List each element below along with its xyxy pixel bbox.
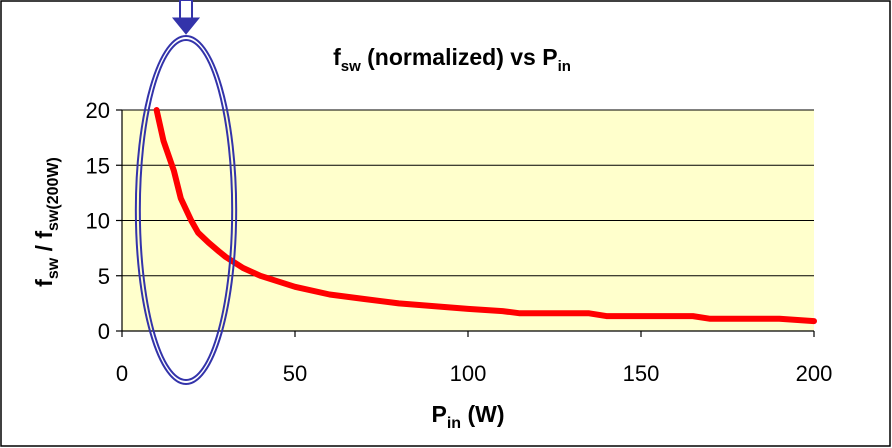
ylabel-f1-sub: sw (45, 257, 62, 279)
y-tick-label-0: 0 (98, 319, 110, 344)
ylabel-f1: f (31, 279, 57, 287)
xlabel-sub: in (447, 415, 461, 432)
annotation (134, 0, 238, 385)
x-tick-label-0: 0 (116, 361, 128, 386)
ylabel-f2-sub: sw(200W) (45, 157, 62, 231)
xlabel-p: P (432, 401, 447, 427)
chart-title: fsw (normalized) vs Pin (333, 44, 571, 75)
x-tick-label-150: 150 (623, 361, 660, 386)
xlabel-suffix: (W) (461, 401, 504, 427)
y-tick-label-15: 15 (86, 153, 110, 178)
annotation-ellipse-inner (138, 39, 234, 381)
y-tick-label-20: 20 (86, 98, 110, 123)
x-tick-label-100: 100 (450, 361, 487, 386)
title-p-sub: in (558, 58, 571, 75)
x-tick-label-50: 50 (283, 361, 307, 386)
ylabel-f2: f (31, 231, 57, 239)
title-mid: (normalized) vs P (361, 44, 558, 70)
series-line (153, 107, 817, 325)
y-tick-label-10: 10 (86, 209, 110, 234)
title-f-sub: sw (341, 58, 361, 75)
annotation-arrow-shaft (179, 0, 194, 21)
x-tick-label-200: 200 (796, 361, 833, 386)
x-axis-title: Pin (W) (432, 401, 505, 432)
annotation-ellipse-outer (134, 35, 238, 385)
axes (116, 109, 815, 337)
annotation-arrow-head (171, 17, 201, 35)
y-axis-title: fsw / fsw(200W) (31, 157, 62, 287)
grid-lines (122, 109, 814, 277)
ylabel-sep: / (31, 239, 57, 258)
y-tick-label-5: 5 (98, 264, 110, 289)
title-f: f (333, 44, 341, 70)
